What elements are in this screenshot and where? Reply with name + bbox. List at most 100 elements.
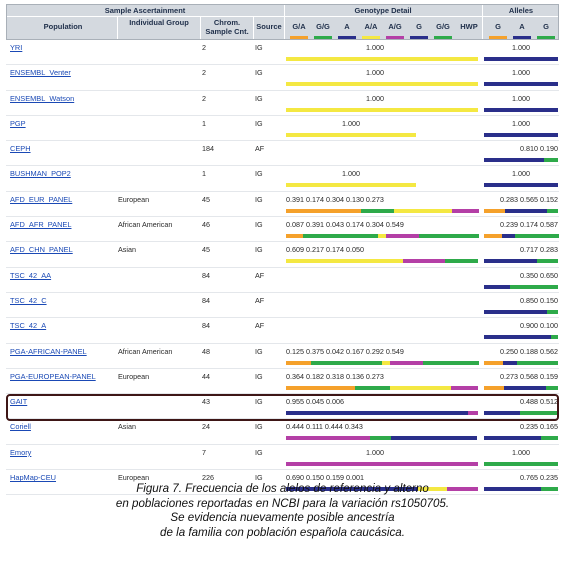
- individual-group: European: [118, 473, 150, 483]
- genotype-column-header[interactable]: G/A: [292, 22, 306, 31]
- population-link[interactable]: GAIT: [10, 397, 28, 407]
- genotype-frequency-bar-segment: [303, 234, 378, 239]
- sample-count: 43: [202, 397, 210, 407]
- allele-frequency-bar-segment: [484, 183, 558, 188]
- caption-line-1: Figura 7. Frecuencia de los alelos de re…: [136, 482, 429, 495]
- genotype-frequency-bar-segment: [286, 57, 478, 61]
- genotype-column-header[interactable]: A/A: [364, 22, 378, 31]
- individual-group: Asian: [118, 422, 136, 432]
- genotype-frequency-bar-segment: [451, 385, 478, 390]
- genotype-column-header[interactable]: A: [344, 22, 350, 31]
- allele-frequency-bar-segment: [484, 82, 558, 87]
- table-row: TSC_42_C 84 AF 0.850 0.150: [6, 293, 559, 319]
- table-row: ENSEMBL_Venter 2 IG 1.000 1.000: [6, 65, 559, 91]
- population-link[interactable]: Emory: [10, 447, 32, 457]
- allele-frequency-bar-segment: [504, 385, 546, 390]
- genotype-frequency-bar-segment: [286, 385, 355, 390]
- source-code: IG: [255, 422, 263, 432]
- genotype-column-header[interactable]: A/G: [388, 22, 402, 31]
- table-header: Sample Ascertainment Genotype Detail All…: [6, 4, 559, 40]
- source-code: AF: [255, 295, 265, 305]
- allele-frequency-bar-segment: [484, 259, 537, 264]
- genotype-color-swatch: [434, 36, 452, 39]
- population-link[interactable]: PGP: [10, 118, 26, 128]
- table-row: AFD_EUR_PANEL European 45 IG 0.391 0.174 0.3…: [6, 192, 559, 218]
- genotype-frequency-bar-segment: [403, 259, 445, 264]
- sample-count: 2: [202, 43, 206, 52]
- source-code: IG: [255, 68, 263, 78]
- allele-frequencies: 0.283 0.565 0.152: [500, 194, 558, 204]
- chrom-sample-count-column-header[interactable]: Chrom. Sample Cnt.: [205, 18, 249, 36]
- population-link[interactable]: CEPH: [10, 144, 31, 154]
- sample-count: 44: [202, 371, 210, 381]
- population-link[interactable]: TSC_42_AA: [10, 270, 52, 280]
- population-link[interactable]: AFD_EUR_PANEL: [10, 194, 73, 204]
- genotype-frequencies: 1.000: [366, 68, 384, 78]
- allele-column-header[interactable]: G: [543, 22, 549, 31]
- individual-group-column-header[interactable]: Individual Group: [129, 18, 189, 27]
- genotype-frequency-bar-segment: [418, 487, 447, 492]
- allele-frequencies: 1.000: [512, 43, 530, 52]
- genotype-frequency-bar-segment: [286, 436, 370, 441]
- allele-frequency-bar-segment: [484, 57, 558, 61]
- population-link[interactable]: TSC_42_A: [10, 321, 47, 331]
- genotype-color-swatch: [314, 36, 332, 39]
- population-link[interactable]: ENSEMBL_Watson: [10, 93, 75, 103]
- allele-frequencies: 1.000: [512, 118, 530, 128]
- genotype-frequency-bar-segment: [447, 487, 478, 492]
- population-column-header[interactable]: Population: [43, 22, 83, 31]
- figure-caption: Figura 7. Frecuencia de los alelos de re…: [0, 482, 565, 540]
- genotype-column-header[interactable]: G/G: [316, 22, 330, 31]
- allele-frequency-bar-segment: [484, 158, 544, 163]
- population-link[interactable]: ENSEMBL_Venter: [10, 68, 71, 78]
- population-link[interactable]: BUSHMAN_POP2: [10, 169, 71, 179]
- allele-frequency-bar-segment: [484, 411, 520, 416]
- allele-frequency-bar-segment: [505, 208, 547, 213]
- table-row: TSC_42_AA 84 AF 0.350 0.650: [6, 268, 559, 293]
- table-row: AFD_AFR_PANEL African American 46 IG 0.087 0…: [6, 217, 559, 243]
- allele-frequency-bar-segment: [517, 360, 558, 365]
- population-link[interactable]: PGA-AFRICAN-PANEL: [10, 346, 87, 356]
- sample-count: 45: [202, 245, 210, 255]
- population-link[interactable]: HapMap-CEU: [10, 473, 57, 483]
- genotype-frequency-bar-segment: [286, 411, 468, 416]
- allele-frequency-bar-segment: [484, 132, 558, 137]
- genotype-color-swatch: [338, 36, 356, 39]
- population-link[interactable]: AFD_AFR_PANEL: [10, 220, 72, 230]
- population-link[interactable]: AFD_CHN_PANEL: [10, 245, 73, 255]
- population-link[interactable]: YRI: [10, 43, 23, 52]
- source-code: AF: [255, 270, 265, 280]
- population-link[interactable]: PGA-EUROPEAN-PANEL: [10, 371, 96, 381]
- allele-frequencies: 0.717 0.283: [520, 245, 558, 255]
- genotype-frequency-bar-segment: [286, 183, 416, 188]
- genotype-frequencies: 1.000: [366, 447, 384, 457]
- allele-frequency-bar-segment: [547, 208, 558, 213]
- allele-frequency-bar-segment: [546, 385, 558, 390]
- genotype-frequency-bar-segment: [452, 208, 479, 213]
- table-row: ENSEMBL_Watson 2 IG 1.000 1.000: [6, 91, 559, 116]
- allele-column-header[interactable]: A: [519, 22, 525, 31]
- population-link[interactable]: TSC_42_C: [10, 295, 47, 305]
- alleles-header: Alleles: [508, 6, 534, 15]
- table-row: Emory 7 IG 1.000 1.000: [6, 445, 559, 471]
- genotype-detail-header: Genotype Detail: [354, 6, 412, 15]
- table-row: YRI 2 IG 1.000 1.000: [6, 40, 559, 66]
- ncbi-genotype-table: Sample Ascertainment Genotype Detail All…: [6, 4, 559, 496]
- individual-group: Asian: [118, 245, 136, 255]
- source-code: IG: [255, 194, 263, 204]
- genotype-frequencies: 0.955 0.045 0.006: [286, 397, 344, 407]
- individual-group: European: [118, 194, 150, 204]
- genotype-column-header[interactable]: G: [416, 22, 422, 31]
- allele-frequencies: 0.488 0.512: [520, 397, 558, 407]
- source-code: IG: [255, 245, 263, 255]
- genotype-column-header[interactable]: G/G: [436, 22, 450, 31]
- allele-frequency-bar-segment: [510, 284, 558, 289]
- allele-frequency-bar-segment: [541, 487, 558, 492]
- genotype-column-header[interactable]: HWP: [460, 22, 478, 31]
- genotype-frequency-bar-segment: [286, 132, 416, 137]
- table-row: Coriell Asian 24 IG 0.444 0.111 0.444 0.343 0…: [6, 419, 559, 445]
- allele-column-header[interactable]: G: [495, 22, 501, 31]
- population-link[interactable]: Coriell: [10, 422, 31, 432]
- source-column-header[interactable]: Source: [256, 22, 282, 31]
- source-code: IG: [255, 447, 263, 457]
